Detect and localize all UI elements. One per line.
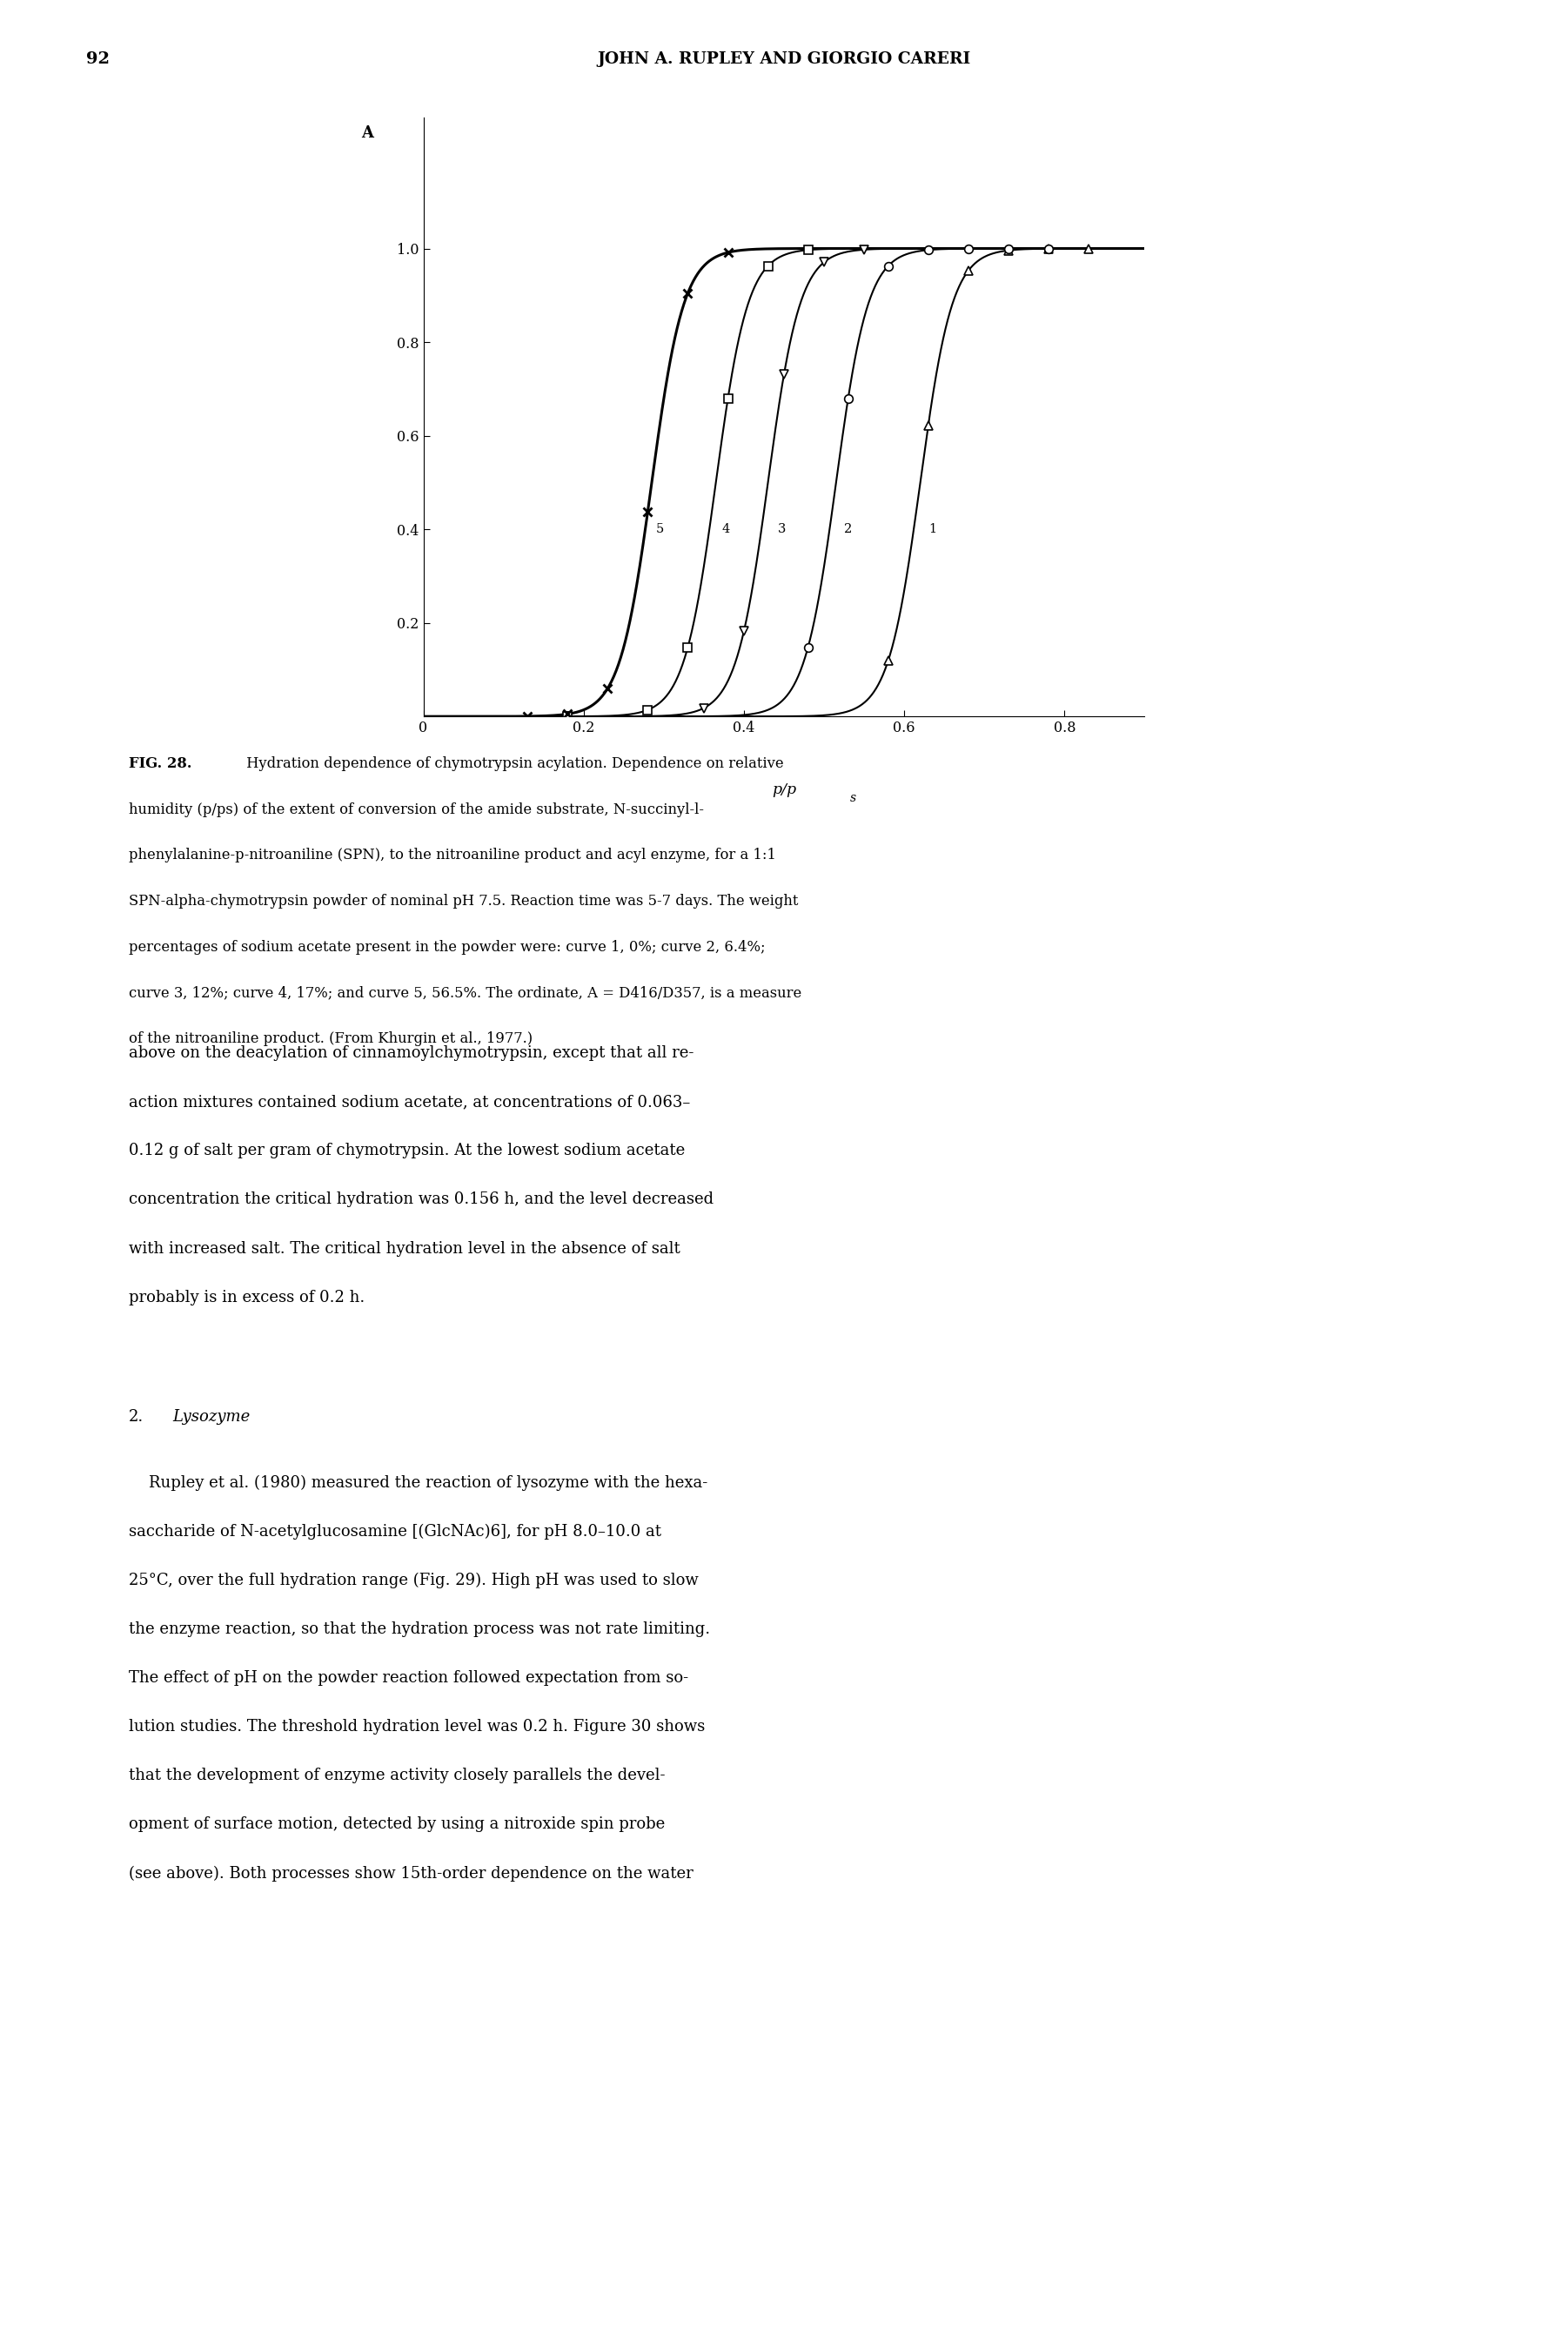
Text: 4: 4 xyxy=(721,524,729,536)
Text: action mixtures contained sodium acetate, at concentrations of 0.063–: action mixtures contained sodium acetate… xyxy=(129,1095,690,1109)
Text: curve 3, 12%; curve 4, 17%; and curve 5, 56.5%. The ordinate, A = D416/D357, is : curve 3, 12%; curve 4, 17%; and curve 5,… xyxy=(129,987,801,1001)
Text: opment of surface motion, detected by using a nitroxide spin probe: opment of surface motion, detected by us… xyxy=(129,1816,665,1832)
Text: (see above). Both processes show 15th-order dependence on the water: (see above). Both processes show 15th-or… xyxy=(129,1865,693,1882)
Text: Lysozyme: Lysozyme xyxy=(172,1409,251,1423)
Text: that the development of enzyme activity closely parallels the devel-: that the development of enzyme activity … xyxy=(129,1769,665,1783)
Text: humidity (p/ps) of the extent of conversion of the amide substrate, N-succinyl-l: humidity (p/ps) of the extent of convers… xyxy=(129,801,704,817)
Text: lution studies. The threshold hydration level was 0.2 h. Figure 30 shows: lution studies. The threshold hydration … xyxy=(129,1719,706,1734)
Text: SPN-alpha-chymotrypsin powder of nominal pH 7.5. Reaction time was 5-7 days. The: SPN-alpha-chymotrypsin powder of nominal… xyxy=(129,893,798,909)
Text: 1: 1 xyxy=(928,524,936,536)
Text: The effect of pH on the powder reaction followed expectation from so-: The effect of pH on the powder reaction … xyxy=(129,1670,688,1687)
Text: s: s xyxy=(850,792,856,803)
Text: concentration the critical hydration was 0.156 h, and the level decreased: concentration the critical hydration was… xyxy=(129,1191,713,1207)
Text: 3: 3 xyxy=(778,524,786,536)
Text: probably is in excess of 0.2 h.: probably is in excess of 0.2 h. xyxy=(129,1290,365,1306)
Text: 2.: 2. xyxy=(129,1409,144,1423)
Text: 92: 92 xyxy=(86,52,110,68)
Text: 25°C, over the full hydration range (Fig. 29). High pH was used to slow: 25°C, over the full hydration range (Fig… xyxy=(129,1571,698,1588)
Text: above on the deacylation of cinnamoylchymotrypsin, except that all re-: above on the deacylation of cinnamoylchy… xyxy=(129,1045,693,1062)
Text: percentages of sodium acetate present in the powder were: curve 1, 0%; curve 2, : percentages of sodium acetate present in… xyxy=(129,940,765,954)
Text: JOHN A. RUPLEY AND GIORGIO CARERI: JOHN A. RUPLEY AND GIORGIO CARERI xyxy=(597,52,971,68)
Text: A: A xyxy=(361,124,373,141)
Text: Hydration dependence of chymotrypsin acylation. Dependence on relative: Hydration dependence of chymotrypsin acy… xyxy=(241,756,784,770)
Text: 0.12 g of salt per gram of chymotrypsin. At the lowest sodium acetate: 0.12 g of salt per gram of chymotrypsin.… xyxy=(129,1144,685,1158)
Text: FIG. 28.: FIG. 28. xyxy=(129,756,191,770)
Text: 5: 5 xyxy=(655,524,663,536)
Text: the enzyme reaction, so that the hydration process was not rate limiting.: the enzyme reaction, so that the hydrati… xyxy=(129,1621,710,1637)
Text: Rupley et al. (1980) measured the reaction of lysozyme with the hexa-: Rupley et al. (1980) measured the reacti… xyxy=(129,1475,707,1492)
Text: phenylalanine-p-nitroaniline (SPN), to the nitroaniline product and acyl enzyme,: phenylalanine-p-nitroaniline (SPN), to t… xyxy=(129,848,776,862)
Text: 2: 2 xyxy=(844,524,851,536)
Text: saccharide of N-acetylglucosamine [(GlcNAc)6], for pH 8.0–10.0 at: saccharide of N-acetylglucosamine [(GlcN… xyxy=(129,1525,662,1539)
Text: p/p: p/p xyxy=(771,782,797,796)
Text: with increased salt. The critical hydration level in the absence of salt: with increased salt. The critical hydrat… xyxy=(129,1240,681,1257)
Text: of the nitroaniline product. (From Khurgin et al., 1977.): of the nitroaniline product. (From Khurg… xyxy=(129,1031,533,1045)
